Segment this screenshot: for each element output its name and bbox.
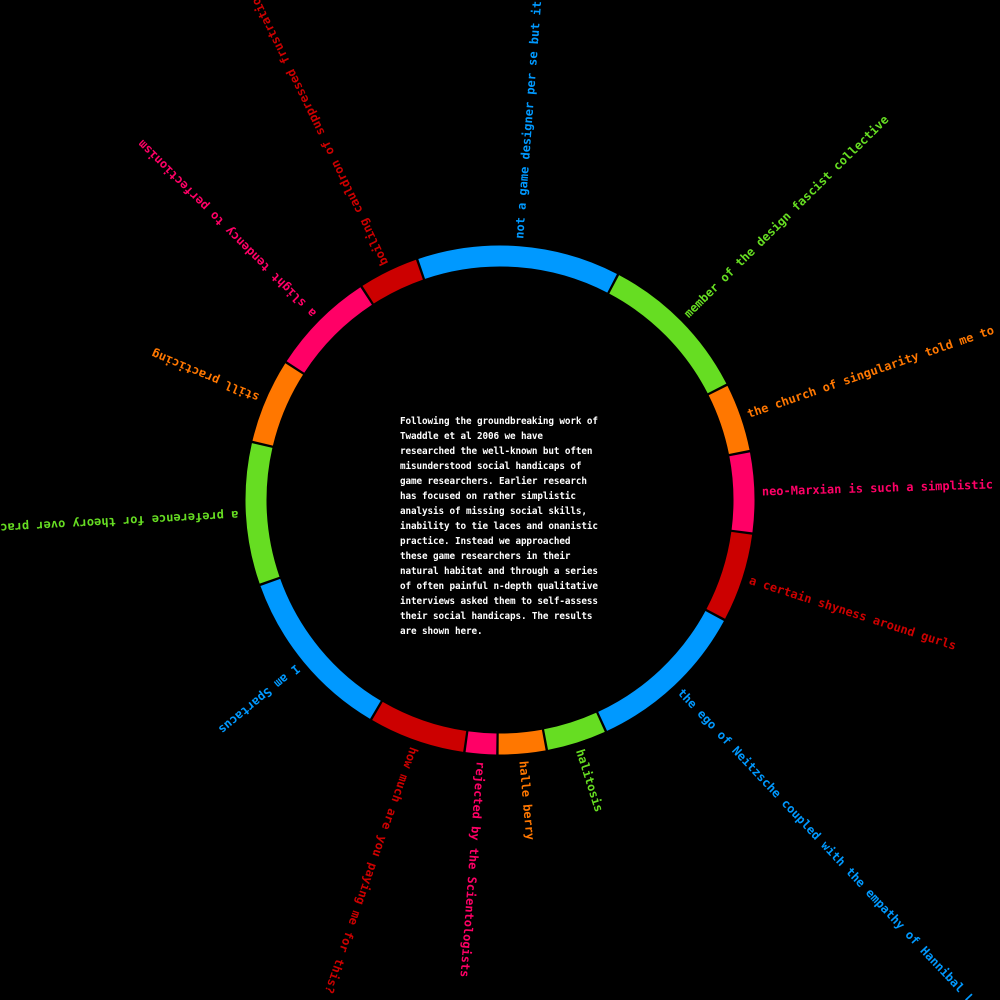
slice-label-a-slight-tendency-to-perfectionism: a slight tendency to perfectionism [135, 137, 319, 320]
ring-segment-the-church-of-singularity-told-me-to-do-it [708, 385, 750, 455]
ring-segment-not-a-game-designer-per-se-but-it-is-good [418, 245, 617, 293]
slice-label-boiling-cauldron-of-suppressed-frustration: boiling cauldron of suppressed frustrati… [245, 0, 391, 268]
ring-segment-rejected-by-the-scientologists [465, 731, 497, 755]
slice-label-a-certain-shyness-around-gurls: a certain shyness around gurls [747, 573, 958, 653]
slice-label-still-practicing: still practicing [149, 347, 261, 405]
slice-label-i-am-spartacus: I am Spartacus [216, 662, 303, 737]
ring-segment-i-am-spartacus [260, 578, 381, 719]
ring-segment-neo-marxian-is-such-a-simplistic-term [729, 452, 755, 533]
slice-label-a-preference-for-theory-over-practice: a preference for theory over practice [0, 508, 239, 537]
ring-segment-member-of-the-design-fascist-collective [609, 275, 727, 394]
slice-label-not-a-game-designer-per-se-but-it-is-good: not a game designer per se but it is goo… [512, 0, 548, 239]
ring-segment-the-ego-of-neitzsche-coupled-with-the-empathy-of-hannibal-lecter [598, 610, 724, 731]
ring-segment-boiling-cauldron-of-suppressed-frustration [362, 259, 424, 304]
slice-label-rejected-by-the-scientologists: rejected by the Scientologists [457, 761, 487, 978]
ring-segment-halle-berry [498, 729, 546, 755]
slice-label-halitosis: halitosis [573, 747, 606, 813]
slice-label-member-of-the-design-fascist-collective: member of the design fascist collective [681, 113, 891, 321]
slice-label-how-much-are-you-paying-me-for-this: how much are you paying me for this? [322, 745, 421, 995]
description-text: Following the groundbreaking work of Twa… [400, 416, 598, 637]
slice-label-the-ego-of-neitzsche-coupled-with-the-empathy-of-hannibal-lecter: the ego of Neitzsche coupled with the em… [675, 686, 1000, 1000]
slice-label-neo-marxian-is-such-a-simplistic-term: neo-Marxian is such a simplistic term [762, 476, 1000, 498]
ring-segment-a-slight-tendency-to-perfectionism [286, 287, 373, 373]
ring-segment-a-preference-for-theory-over-practice [245, 443, 280, 584]
ring-segment-still-practicing [252, 363, 304, 446]
ring-segments [245, 245, 755, 755]
ring-segment-how-much-are-you-paying-me-for-this [372, 701, 467, 752]
slice-label-the-church-of-singularity-told-me-to-do-it: the church of singularity told me to do … [745, 309, 1000, 421]
slice-label-halle-berry: halle berry [516, 760, 537, 840]
ring-segment-a-certain-shyness-around-gurls [706, 531, 753, 619]
ring-segment-halitosis [543, 712, 605, 750]
